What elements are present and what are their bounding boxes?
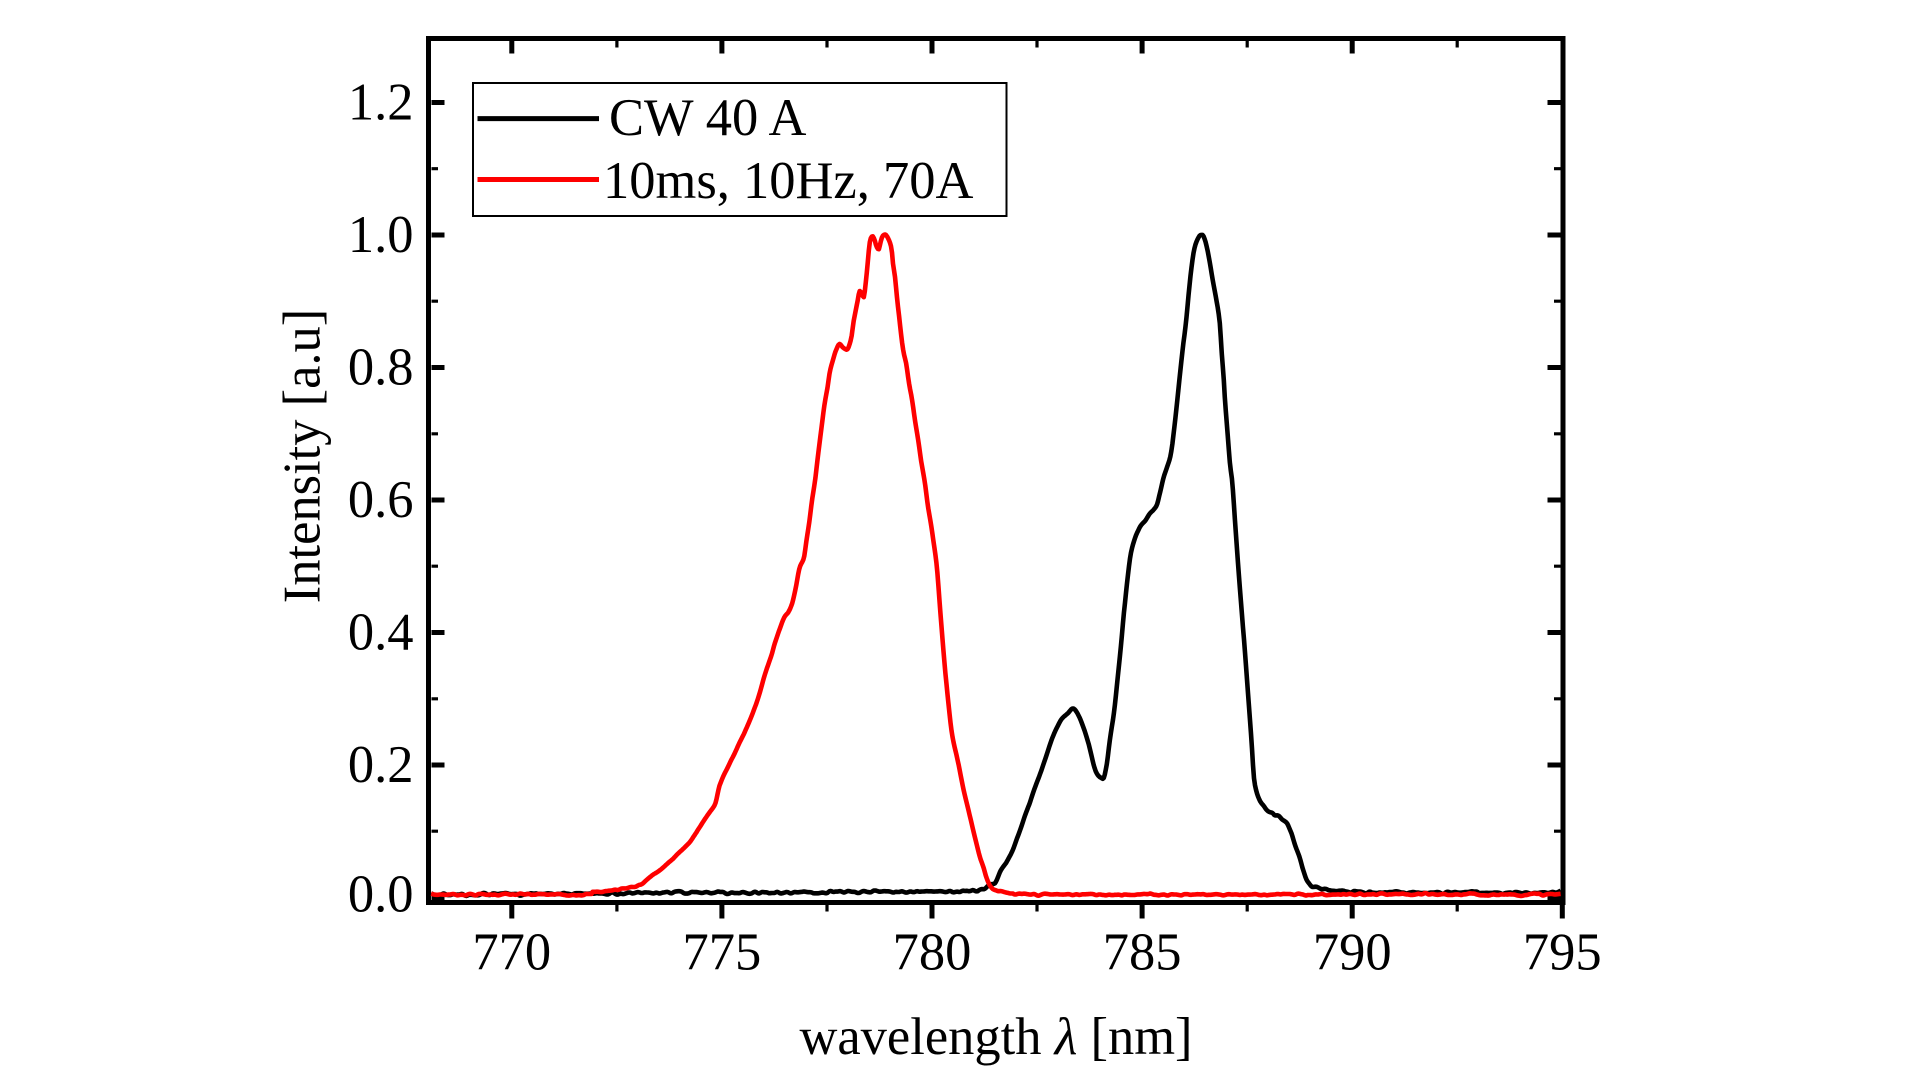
svg-text:1.2: 1.2 [348, 74, 414, 132]
svg-text:775: 775 [683, 924, 762, 982]
svg-text:0.8: 0.8 [348, 339, 414, 397]
svg-text:CW 40 A: CW 40 A [609, 89, 806, 147]
svg-text:780: 780 [893, 924, 972, 982]
svg-text:Intensity [a.u]: Intensity [a.u] [274, 309, 332, 604]
svg-text:770: 770 [472, 924, 551, 982]
svg-text:0.0: 0.0 [348, 866, 414, 924]
svg-text:0.4: 0.4 [348, 604, 414, 662]
svg-text:0.6: 0.6 [348, 471, 414, 529]
svg-text:10ms, 10Hz, 70A: 10ms, 10Hz, 70A [603, 152, 973, 210]
svg-text:790: 790 [1313, 924, 1392, 982]
svg-text:795: 795 [1523, 924, 1602, 982]
svg-text:wavelength λ [nm]: wavelength λ [nm] [799, 1008, 1192, 1066]
svg-text:0.2: 0.2 [348, 736, 414, 794]
svg-text:785: 785 [1103, 924, 1182, 982]
svg-text:1.0: 1.0 [348, 206, 414, 264]
